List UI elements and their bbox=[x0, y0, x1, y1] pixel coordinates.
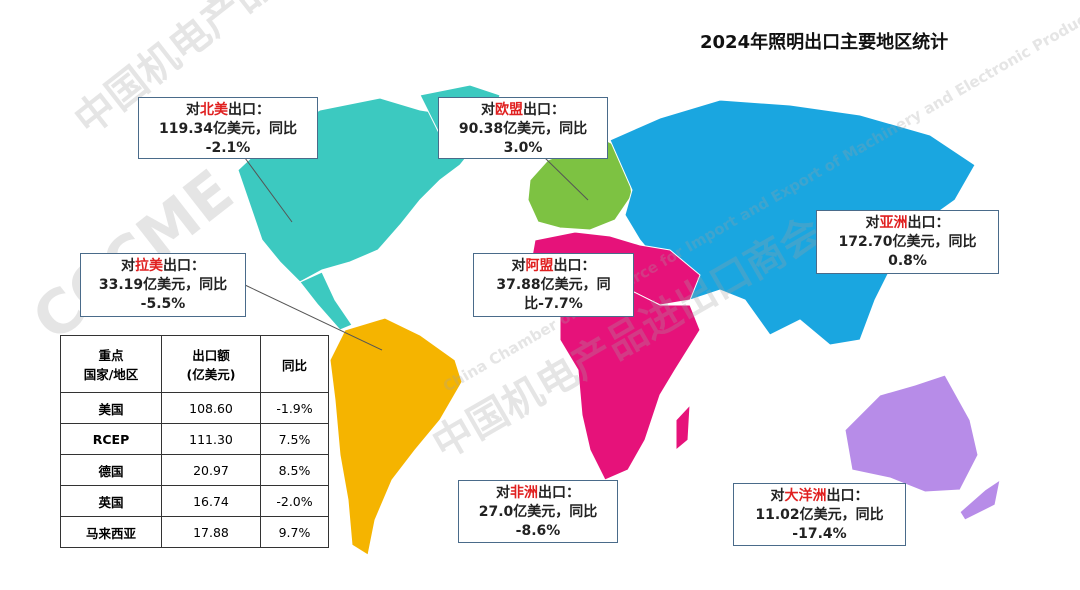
callout-heading: 对非洲出口： bbox=[459, 484, 617, 503]
south-america bbox=[329, 317, 463, 556]
callout: 对大洋洲出口： 11.02亿美元，同比 -17.4% bbox=[733, 483, 906, 546]
callout-prefix: 对 bbox=[496, 485, 510, 501]
callout-region: 非洲 bbox=[510, 485, 538, 501]
leader-line bbox=[244, 157, 293, 223]
callout-heading: 对亚洲出口： bbox=[817, 214, 998, 233]
callout-region: 阿盟 bbox=[525, 258, 554, 274]
table-cell: 7.5% bbox=[260, 423, 329, 455]
callout-line: 172.70亿美元，同比 bbox=[838, 234, 977, 250]
callout-prefix: 对 bbox=[481, 102, 495, 118]
table-row: 英国 16.74 -2.0% bbox=[60, 485, 329, 517]
callout: 对阿盟出口： 37.88亿美元，同 比-7.7% bbox=[473, 253, 634, 317]
callout-heading: 对大洋洲出口： bbox=[734, 487, 905, 506]
callout-line: 11.02亿美元，同比 bbox=[755, 507, 884, 523]
table-row: 德国 20.97 8.5% bbox=[60, 454, 329, 486]
table-cell: 英国 bbox=[60, 485, 162, 517]
callout-prefix: 对 bbox=[770, 488, 785, 504]
callout-line: 比-7.7% bbox=[524, 296, 583, 312]
callout-region: 亚洲 bbox=[879, 215, 908, 231]
callout-suffix: 出口： bbox=[228, 102, 270, 118]
header-text: (亿美元) bbox=[186, 367, 236, 382]
callout-heading: 对拉美出口： bbox=[81, 257, 245, 276]
callout-heading: 对欧盟出口： bbox=[439, 101, 607, 120]
callout-suffix: 出口： bbox=[907, 215, 950, 231]
callout-line: 0.8% bbox=[888, 253, 927, 269]
callout-prefix: 对 bbox=[121, 258, 135, 274]
table-cell: -1.9% bbox=[260, 392, 329, 424]
header-text: 同比 bbox=[281, 357, 307, 373]
table-cell: 111.30 bbox=[161, 423, 261, 455]
table-cell: 德国 bbox=[60, 454, 162, 486]
callout-prefix: 对 bbox=[511, 258, 526, 274]
table-cell: 9.7% bbox=[260, 516, 329, 548]
new-zealand bbox=[959, 478, 1001, 521]
header-cell: 出口额 (亿美元) bbox=[161, 335, 261, 393]
callout: 对北美出口： 119.34亿美元，同比 -2.1% bbox=[138, 97, 318, 159]
header-cell: 同比 bbox=[260, 335, 329, 393]
callout-line: 119.34亿美元，同比 bbox=[158, 121, 298, 137]
central-america bbox=[299, 271, 353, 331]
callout-suffix: 出口： bbox=[826, 488, 869, 504]
header-text: 出口额 bbox=[192, 348, 230, 363]
callout-heading: 对北美出口： bbox=[139, 101, 317, 120]
callout-line: -2.1% bbox=[205, 140, 251, 156]
table-cell: 8.5% bbox=[260, 454, 329, 486]
export-table: 重点 国家/地区 出口额 (亿美元) 同比 美国 108.60 -1.9% RCEP 111.30… bbox=[60, 335, 329, 548]
callout-prefix: 对 bbox=[865, 215, 880, 231]
callout-prefix: 对 bbox=[186, 102, 200, 118]
callout-region: 北美 bbox=[200, 102, 228, 118]
table-cell: RCEP bbox=[60, 423, 162, 455]
africa bbox=[559, 289, 701, 481]
callout-suffix: 出口： bbox=[163, 258, 205, 274]
table-cell: 马来西亚 bbox=[60, 516, 162, 548]
leader-line bbox=[544, 157, 589, 201]
callout: 对亚洲出口： 172.70亿美元，同比 0.8% bbox=[816, 210, 999, 274]
callout-suffix: 出口： bbox=[553, 258, 596, 274]
table-cell: 20.97 bbox=[161, 454, 261, 486]
header-cell: 重点国家/地区 bbox=[60, 335, 162, 393]
callout-line: 90.38亿美元，同比 bbox=[458, 121, 588, 137]
callout-suffix: 出口： bbox=[523, 102, 565, 118]
madagascar bbox=[675, 403, 691, 452]
callout-line: -8.6% bbox=[515, 523, 561, 539]
title: 2024年照明出口主要地区统计 bbox=[700, 32, 949, 53]
table-cell: 美国 bbox=[60, 392, 162, 424]
callout-suffix: 出口： bbox=[538, 485, 580, 501]
callout-region: 欧盟 bbox=[495, 102, 523, 118]
header-row: 重点国家/地区 出口额 (亿美元) 同比 bbox=[60, 335, 329, 393]
oceania bbox=[844, 374, 979, 493]
callout-heading: 对阿盟出口： bbox=[474, 257, 633, 276]
callout-line: 27.0亿美元，同比 bbox=[478, 504, 598, 520]
callout-line: 37.88亿美元，同 bbox=[496, 277, 611, 293]
callout: 对欧盟出口： 90.38亿美元，同比 3.0% bbox=[438, 97, 608, 159]
table-cell: 108.60 bbox=[161, 392, 261, 424]
callout: 对拉美出口： 33.19亿美元，同比 -5.5% bbox=[80, 253, 246, 317]
table-cell: 17.88 bbox=[161, 516, 261, 548]
table-row: 马来西亚 17.88 9.7% bbox=[60, 516, 329, 548]
callout-region: 大洋洲 bbox=[784, 488, 827, 504]
table-row: RCEP 111.30 7.5% bbox=[60, 423, 329, 455]
table-row: 美国 108.60 -1.9% bbox=[60, 392, 329, 424]
callout-line: -5.5% bbox=[140, 296, 186, 312]
callout-line: 3.0% bbox=[503, 140, 543, 156]
callout-line: -17.4% bbox=[792, 526, 847, 542]
table-cell: -2.0% bbox=[260, 485, 329, 517]
callout: 对非洲出口： 27.0亿美元，同比 -8.6% bbox=[458, 480, 618, 543]
callout-region: 拉美 bbox=[135, 258, 163, 274]
header-text: 重点 bbox=[98, 348, 124, 363]
table-cell: 16.74 bbox=[161, 485, 261, 517]
callout-line: 33.19亿美元，同比 bbox=[98, 277, 228, 293]
leader-line bbox=[244, 284, 383, 351]
header-text: 国家/地区 bbox=[83, 367, 139, 382]
